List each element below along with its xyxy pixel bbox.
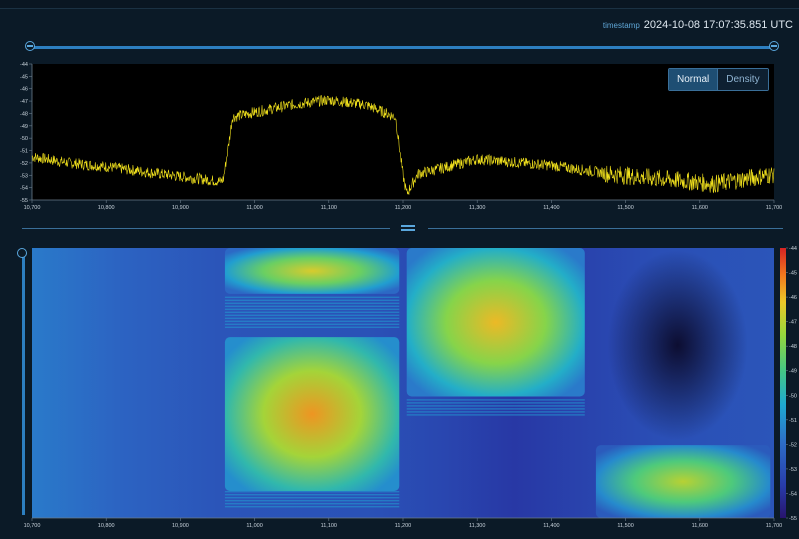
colorbar-tick-label: -48 [789,344,797,350]
waterfall-x-tick-label: 11,200 [395,523,411,529]
waterfall-x-tick-label: 11,600 [692,523,708,529]
waterfall-transition-band [224,506,400,508]
waterfall-x-tick-label: 11,500 [617,523,633,529]
spectrum-x-tick-label: 11,600 [692,205,708,211]
waterfall-transition-band [406,402,585,404]
waterfall-transition-band [224,296,400,298]
spectrum-y-tick-label: -48 [20,111,28,117]
waterfall-transition-band [406,411,585,413]
density-mode-button[interactable]: Density [717,69,768,90]
spectrum-x-tick-label: 11,400 [543,205,559,211]
waterfall-low-noise-region [607,250,748,441]
spectrum-x-tick-label: 11,500 [617,205,633,211]
waterfall-chart: 10,700 10,800 10,900 11,000 11,100 11,200 11,3… [24,246,797,529]
spectrum-series-line [31,95,775,195]
spectrum-y-tick-label: -49 [20,124,28,130]
waterfall-signal-block [595,445,771,518]
waterfall-transition-band [224,302,400,304]
top-bar [0,0,799,9]
colorbar-tick-label: -53 [789,467,797,473]
waterfall-transition-band [224,491,400,493]
timestamp-value: 2024-10-08 17:07:35.851 UTC [643,19,793,31]
waterfall-slider-handle[interactable] [17,248,27,258]
waterfall-transition-band [224,308,400,310]
spectrum-x-tick-label: 11,300 [469,205,485,211]
waterfall-transition-band [224,320,400,322]
waterfall-x-tick-label: 11,000 [246,523,262,529]
spectrum-y-tick-label: -55 [20,198,28,204]
spectrum-y-tick-label: -53 [20,173,28,179]
waterfall-x-tick-label: 10,900 [172,523,189,529]
colorbar-tick-label: -52 [789,442,797,448]
timestamp-label: timestamp [602,21,640,30]
waterfall-signal-block [406,248,585,397]
spectrum-x-tick-label: 11,200 [395,205,411,211]
spectrum-y-tick-label: -45 [20,74,28,80]
colorbar-tick-label: -54 [789,491,797,497]
waterfall-x-tick-label: 10,700 [24,523,41,529]
waterfall-transition-band [224,500,400,502]
waterfall-x-tick-label: 10,800 [98,523,115,529]
colorbar-tick-label: -49 [789,369,797,375]
waterfall-transition-band [224,503,400,505]
view-mode-toggle[interactable]: Normal Density [668,68,769,91]
panel-resize-handle[interactable] [401,223,415,233]
spectrum-x-tick-label: 11,700 [766,205,782,211]
waterfall-x-tick-label: 11,700 [766,523,782,529]
spectrum-y-tick-label: -51 [20,149,28,155]
spectrum-x-tick-label: 11,000 [246,205,262,211]
spectrum-y-tick-label: -50 [20,136,28,142]
spectrum-y-tick-label: -52 [20,161,28,167]
waterfall-x-tick-label: 11,100 [321,523,337,529]
timestamp-display: timestamp 2024-10-08 17:07:35.851 UTC [603,19,793,31]
waterfall-signal-block [224,248,400,294]
waterfall-transition-band [406,399,585,401]
waterfall-transition-band [224,314,400,316]
waterfall-signal-block [224,337,400,491]
spectrum-y-tick-label: -54 [20,186,28,192]
waterfall-transition-band [224,326,400,328]
waterfall-transition-band [224,317,400,319]
spectrum-x-tick-label: 10,800 [98,205,115,211]
colorbar-tick-label: -46 [789,295,797,301]
colorbar-tick-label: -50 [789,393,797,399]
waterfall-transition-band [224,299,400,301]
waterfall-transition-band [406,405,585,407]
spectrum-x-tick-label: 10,700 [24,205,41,211]
waterfall-transition-band [224,305,400,307]
waterfall-transition-band [406,414,585,416]
panel-divider-left [22,228,390,229]
waterfall-transition-band [224,323,400,325]
range-start-handle[interactable] [25,41,35,51]
waterfall-x-tick-label: 11,300 [469,523,485,529]
waterfall-transition-band [224,494,400,496]
normal-mode-button[interactable]: Normal [669,69,718,90]
waterfall-transition-band [224,311,400,313]
waterfall-transition-band [406,408,585,410]
waterfall-x-tick-label: 11,400 [543,523,559,529]
spectrum-x-tick-label: 11,100 [321,205,337,211]
colorbar-tick-label: -47 [789,320,797,326]
colorbar [780,248,786,518]
waterfall-transition-band [224,497,400,499]
panel-divider-right [428,228,783,229]
range-end-handle[interactable] [769,41,779,51]
waterfall-time-slider[interactable] [17,248,27,515]
spectrum-y-tick-label: -46 [20,87,28,93]
colorbar-tick-label: -45 [789,271,797,277]
spectrum-x-tick-label: 10,900 [172,205,189,211]
spectrum-chart: -44 -45 -46 -47 -48 -49 -50 -51 -52 -53 -54 -5510,7… [20,62,782,211]
colorbar-tick-label: -51 [789,418,797,424]
spectrum-y-tick-label: -44 [20,62,28,68]
colorbar-tick-label: -44 [789,246,797,252]
colorbar-tick-label: -55 [789,516,797,522]
spectrum-y-tick-label: -47 [20,99,28,105]
time-range-slider[interactable] [25,41,779,51]
